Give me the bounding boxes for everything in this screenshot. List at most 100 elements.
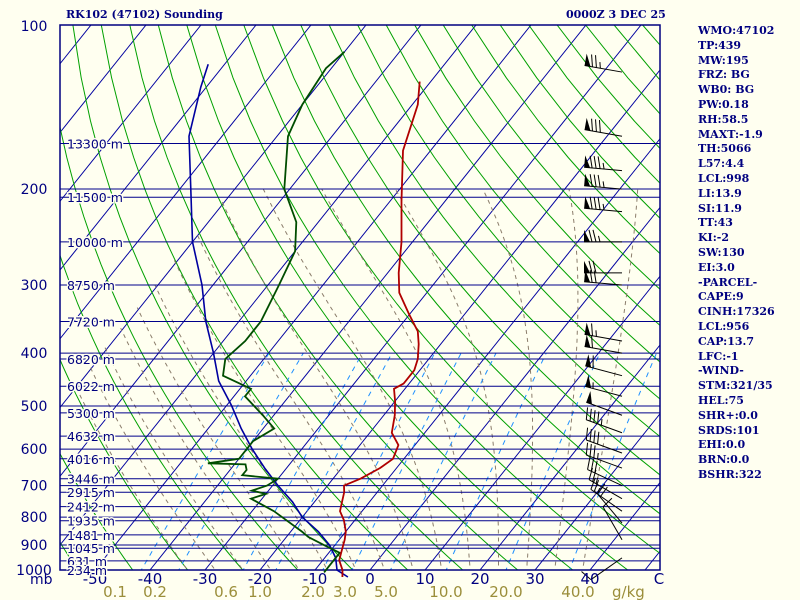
dry-adiabat-line — [243, 25, 660, 555]
mixing-ratio-line — [322, 352, 436, 570]
temperature-tick-label: 30 — [525, 570, 544, 588]
mixing-ratio-line — [351, 352, 462, 570]
pressure-tick-label: 600 — [21, 442, 48, 458]
isotherm-line — [60, 25, 312, 340]
mixing-ratio-label: 10.0 — [429, 583, 462, 600]
temperature-tick-label: 40 — [580, 570, 599, 588]
dry-adiabat-layer — [60, 25, 800, 582]
wind-barb — [585, 427, 623, 454]
index-row: EHI:0.0 — [698, 438, 746, 452]
wind-barb — [584, 334, 623, 354]
moist-adiabat-line — [75, 385, 189, 570]
mixing-ratio-label: 0.1 — [103, 583, 127, 600]
height-label: 5300 m — [67, 406, 115, 421]
pressure-tick-label: 200 — [21, 182, 48, 198]
wind-barb — [584, 155, 623, 172]
height-label: 1045 m — [67, 541, 115, 556]
dry-adiabat-line — [60, 124, 299, 570]
isotherm-line — [149, 25, 587, 570]
index-row: SRDS:101 — [698, 423, 760, 437]
index-row: L57:4.4 — [698, 157, 745, 171]
height-label: 13300 m — [67, 137, 123, 152]
height-label: 6820 m — [67, 352, 115, 367]
mixing-ratio-label: 40.0 — [561, 583, 594, 600]
mixing-ratio-unit-label: g/kg — [612, 583, 645, 600]
isotherm-line — [60, 25, 202, 203]
dewpoint-profile-line — [207, 51, 346, 573]
index-row: BSHR:322 — [698, 467, 762, 481]
isotherm-line — [60, 25, 422, 478]
height-label: 4632 m — [67, 429, 115, 444]
isotherm-line — [60, 25, 367, 409]
index-row: TT:43 — [698, 216, 733, 230]
wind-barb — [585, 374, 623, 397]
index-row: -WIND- — [698, 364, 744, 378]
moist-adiabat-line — [582, 189, 639, 570]
height-label: 2412 m — [67, 500, 115, 515]
temperature-tick-label: -30 — [193, 570, 218, 588]
height-label: 11500 m — [67, 190, 123, 205]
temperature-unit-label: C — [654, 570, 664, 588]
temperature-tick-label: 20 — [470, 570, 489, 588]
isotherm-line — [60, 25, 257, 271]
wind-barb — [584, 229, 622, 243]
index-row: CAPE:9 — [698, 290, 744, 304]
index-row: WB0: BG — [698, 83, 755, 97]
wind-barb — [586, 390, 623, 416]
temperature-tick-label: -40 — [138, 570, 163, 588]
mixing-ratio-label: 0.2 — [143, 583, 167, 600]
moist-adiabat-line — [482, 188, 534, 570]
wind-barb — [602, 497, 623, 540]
pressure-tick-label: 800 — [21, 510, 48, 526]
dry-adiabat-line — [785, 25, 800, 582]
index-row: KI:-2 — [698, 231, 729, 245]
moist-adiabat-line — [394, 188, 499, 570]
index-row: PW:0.18 — [698, 97, 749, 111]
index-row: -PARCEL- — [698, 275, 758, 289]
wind-barb — [585, 442, 623, 469]
parcel-trace-line — [188, 63, 349, 578]
index-row: TH:5066 — [698, 142, 752, 156]
index-row: FRZ: BG — [698, 68, 750, 82]
dry-adiabat-line — [60, 452, 134, 570]
height-label: 7720 m — [67, 315, 115, 330]
wind-barb — [597, 483, 623, 524]
profile-layer — [188, 51, 421, 578]
dry-adiabat-line — [385, 25, 660, 363]
mixing-ratio-layer — [140, 352, 657, 570]
moist-adiabat-line — [120, 327, 272, 570]
mixing-ratio-line — [178, 352, 304, 570]
dry-adiabat-line — [60, 253, 244, 570]
index-row: MAXT:-1.9 — [698, 127, 763, 141]
mixing-ratio-line — [568, 352, 657, 570]
chart-title: RK102 (47102) Sounding — [66, 8, 223, 21]
index-row: CINH:17326 — [698, 305, 775, 319]
dry-adiabat-line — [214, 25, 629, 570]
height-label: 6022 m — [67, 379, 115, 394]
index-row: BRN:0.0 — [698, 453, 750, 467]
dry-adiabat-line — [442, 25, 660, 290]
pressure-tick-label: 400 — [21, 346, 48, 362]
wind-barb — [584, 173, 623, 190]
moist-adiabat-line — [554, 189, 579, 570]
dry-adiabat-line — [328, 25, 660, 438]
index-row: LI:13.9 — [698, 186, 742, 200]
isotherm-layer — [60, 25, 660, 570]
wind-barb — [584, 196, 623, 213]
dry-adiabat-line — [357, 25, 660, 400]
height-label: 3446 m — [67, 472, 115, 487]
mixing-ratio-label: 5.0 — [374, 583, 398, 600]
index-row: SHR+:0.0 — [698, 408, 758, 422]
isotherm-line — [60, 25, 147, 134]
temperature-tick-label: -10 — [303, 570, 328, 588]
index-row: SI:11.9 — [698, 201, 742, 215]
mixing-ratio-label: 20.0 — [489, 583, 522, 600]
index-row: HEL:75 — [698, 393, 744, 407]
dry-adiabat-line — [60, 358, 189, 570]
height-label: 4016 m — [67, 452, 115, 467]
pressure-tick-label: 300 — [21, 278, 48, 294]
plot-frame — [59, 24, 661, 571]
dry-adiabat-line — [414, 25, 660, 327]
index-row: RH:58.5 — [698, 112, 749, 126]
